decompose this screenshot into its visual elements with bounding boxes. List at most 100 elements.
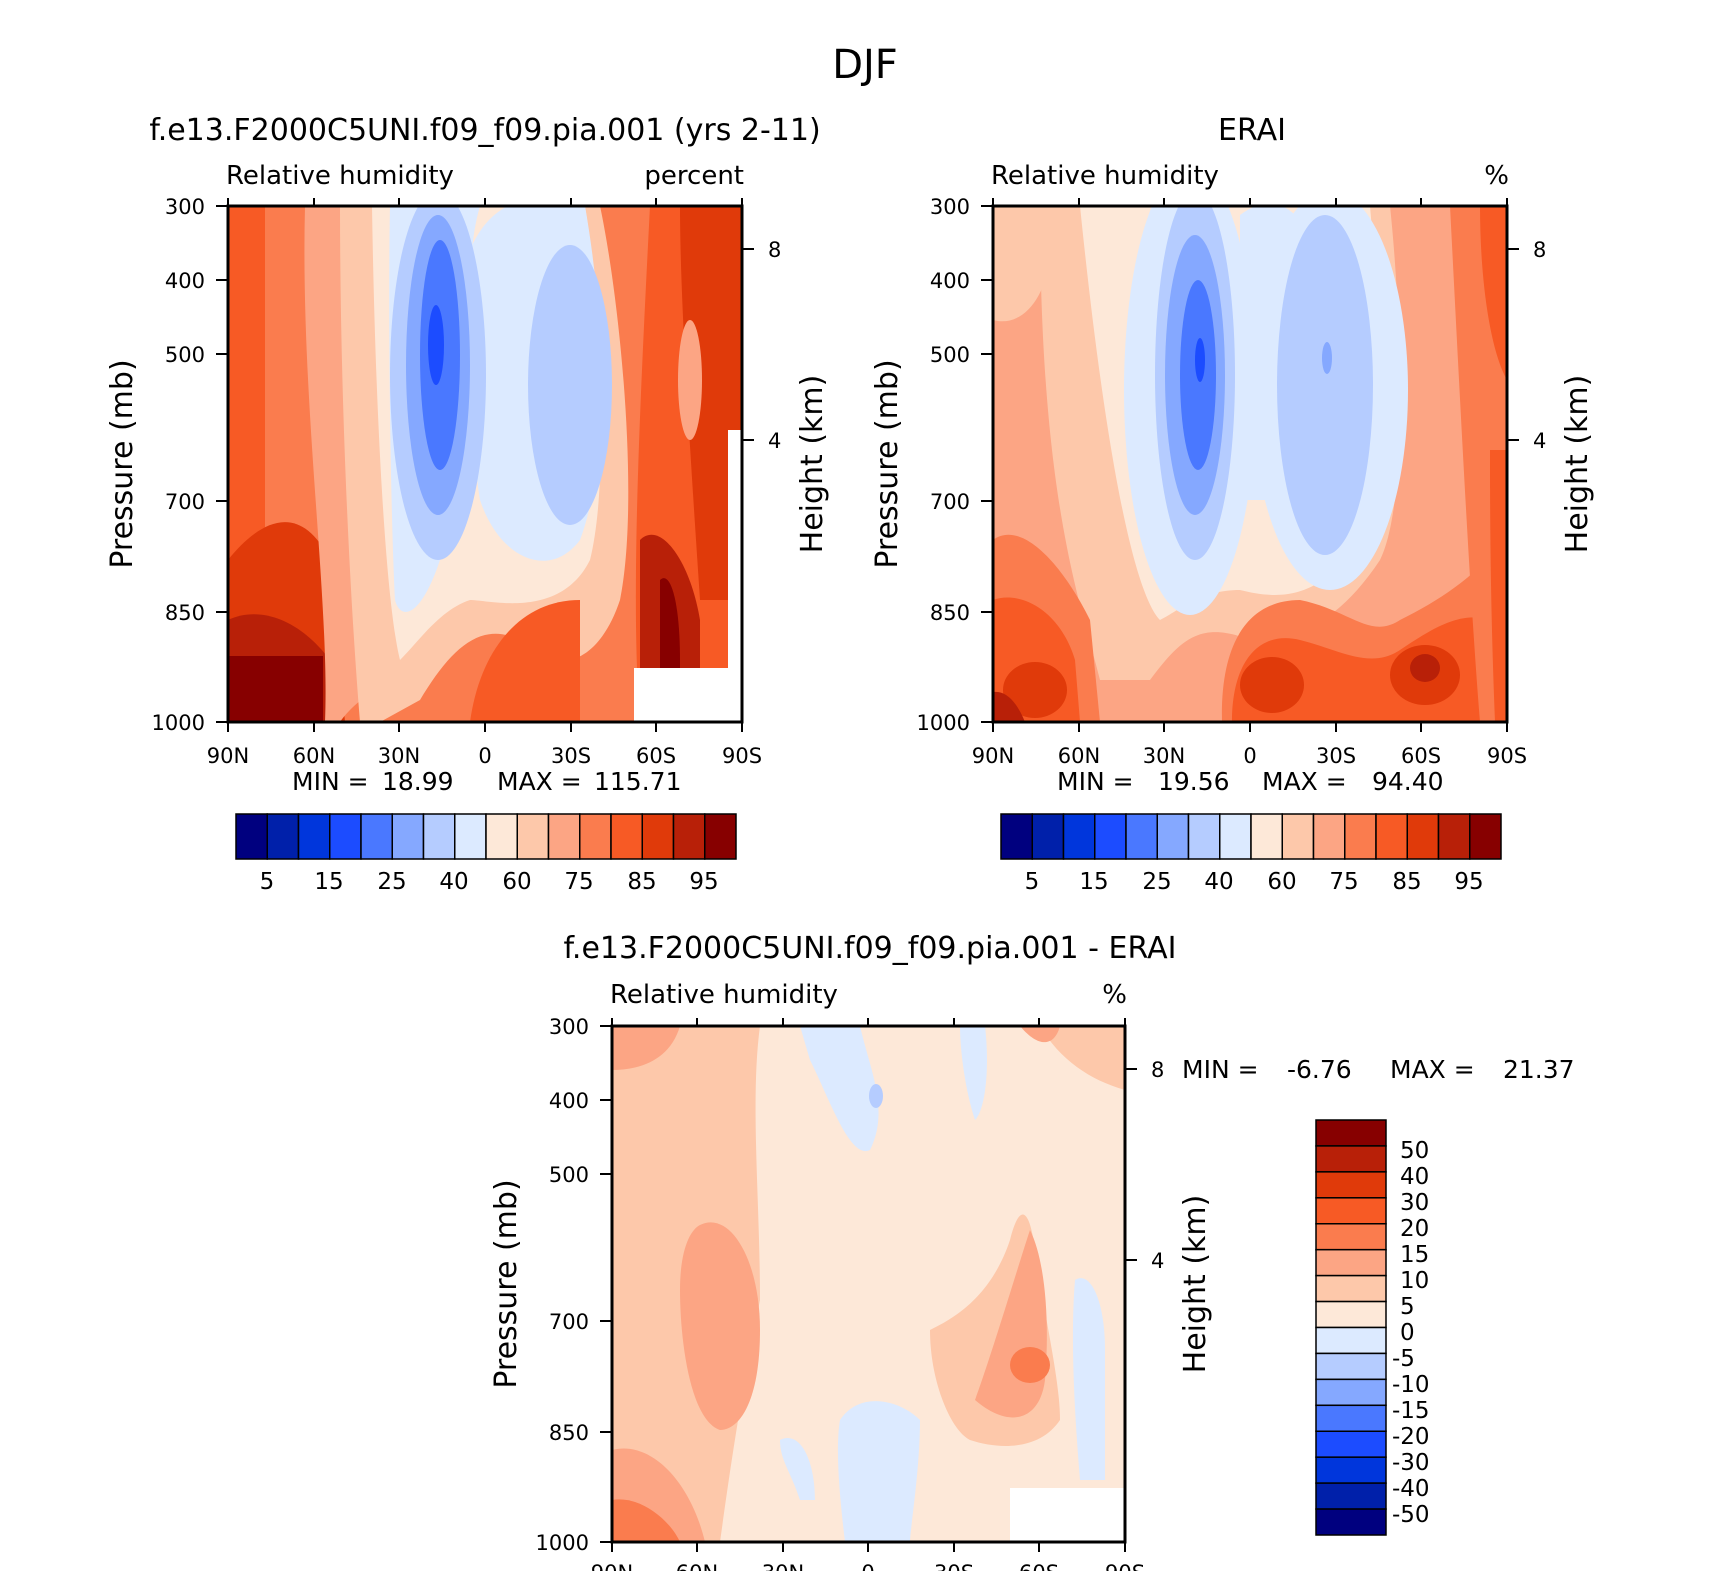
colorbar-label: 95 xyxy=(1454,869,1483,895)
contour-band xyxy=(612,1499,680,1542)
colorbar-label: 75 xyxy=(1329,869,1358,895)
min-value: 19.56 xyxy=(1158,767,1230,796)
colorbar-swatch xyxy=(454,813,487,860)
axis-ticks xyxy=(600,1018,1137,1552)
contour-band xyxy=(1010,1347,1050,1383)
colorbar-swatch xyxy=(1315,1300,1387,1329)
colorbar-label: -50 xyxy=(1392,1502,1430,1528)
colorbar-swatch xyxy=(1281,813,1315,860)
colorbar-label: 25 xyxy=(1142,869,1171,895)
max-label: MAX = xyxy=(1262,767,1347,796)
colorbar-swatch xyxy=(1315,1248,1387,1277)
panel-title: f.e13.F2000C5UNI.f09_f09.pia.001 (yrs 2-… xyxy=(149,113,820,148)
colorbar-swatch xyxy=(1315,1456,1387,1484)
colorbar-swatch xyxy=(329,813,362,860)
contour-band xyxy=(993,691,1025,722)
colorbar-swatch xyxy=(1156,813,1190,860)
x-tick-label: 60N xyxy=(676,1561,718,1571)
colorbar-labels: 5 15 25 40 60 75 85 95 xyxy=(260,869,719,895)
contour-band xyxy=(265,206,310,566)
x-tick-label: 60S xyxy=(636,744,676,768)
contour-band xyxy=(470,600,580,722)
y-tick-labels: 300 400 500 700 850 1000 xyxy=(536,1015,589,1555)
contour-band xyxy=(228,656,323,722)
colorbar-label: 20 xyxy=(1400,1216,1429,1242)
colorbar-swatch xyxy=(1250,813,1283,860)
colorbar-swatch xyxy=(1062,813,1096,860)
contour-field xyxy=(228,206,742,722)
colorbar-swatch xyxy=(579,813,612,860)
max-label: MAX = xyxy=(497,767,582,796)
x-tick-label: 90S xyxy=(1487,744,1527,768)
y-right-axis-label: Height (km) xyxy=(795,375,830,554)
y-axis-label: Pressure (mb) xyxy=(105,359,140,568)
colorbar-label: 5 xyxy=(260,869,275,895)
y-tick-label: 850 xyxy=(165,601,205,625)
contour-field xyxy=(993,206,1507,722)
y-right-axis-label: Height (km) xyxy=(1560,375,1595,554)
colorbar-swatch xyxy=(1344,813,1377,860)
contour-band xyxy=(1240,657,1304,713)
y-right-tick-labels: 8 4 xyxy=(1151,1058,1164,1273)
colorbar-swatch xyxy=(1469,813,1502,860)
y-right-tick-label: 8 xyxy=(1151,1058,1164,1082)
panel-title: ERAI xyxy=(1218,113,1286,148)
colorbar-labels: 50 40 30 20 15 10 5 0 -5 -10 -15 -20 -30… xyxy=(1392,1138,1430,1528)
min-max-readout: MIN = 18.99 MAX = 115.71 xyxy=(292,767,681,796)
colorbar-swatch xyxy=(1315,1430,1387,1458)
colorbar-swatch xyxy=(641,813,675,860)
colorbar-label: 95 xyxy=(689,869,718,895)
colorbar-swatch xyxy=(672,813,706,860)
colorbar-label: -15 xyxy=(1392,1398,1430,1424)
colorbar-swatch xyxy=(1315,1404,1387,1432)
colorbar-label: -20 xyxy=(1392,1424,1430,1450)
colorbar-swatch xyxy=(547,813,581,860)
colorbar-swatch xyxy=(1315,1119,1387,1147)
x-tick-label: 0 xyxy=(861,1561,874,1571)
panel-difference: f.e13.F2000C5UNI.f09_f09.pia.001 - ERAI … xyxy=(489,931,1575,1571)
min-label: MIN = xyxy=(1057,767,1134,796)
left-subtitle: Relative humidity xyxy=(610,980,838,1010)
y-tick-label: 500 xyxy=(930,343,970,367)
colorbar-label: 40 xyxy=(1400,1164,1429,1190)
colorbar-label: 60 xyxy=(502,869,531,895)
min-label: MIN = xyxy=(1182,1055,1259,1084)
colorbar-label: 60 xyxy=(1267,869,1296,895)
figure-title: DJF xyxy=(832,42,898,88)
contour-band xyxy=(837,1401,920,1542)
right-subtitle: percent xyxy=(644,161,744,191)
contour-band xyxy=(678,320,702,440)
contour-band xyxy=(680,206,742,600)
missing-data-mask xyxy=(728,430,742,670)
colorbar-swatch xyxy=(1315,1326,1387,1355)
colorbar-labels: 5 15 25 40 60 75 85 95 xyxy=(1025,869,1484,895)
contour-band xyxy=(612,1026,680,1070)
max-value: 21.37 xyxy=(1503,1055,1575,1084)
colorbar-swatch xyxy=(1437,813,1471,860)
colorbar xyxy=(235,813,737,860)
colorbar xyxy=(1315,1119,1387,1536)
panel-erai: ERAI Relative humidity % xyxy=(870,113,1595,895)
x-tick-label: 0 xyxy=(478,744,491,768)
colorbar-swatch xyxy=(1187,813,1221,860)
contour-band xyxy=(1410,654,1440,682)
axis-ticks xyxy=(216,198,754,732)
colorbar-label: 40 xyxy=(439,869,468,895)
contour-band xyxy=(1277,215,1373,555)
y-right-tick-label: 4 xyxy=(768,429,781,453)
y-tick-label: 500 xyxy=(549,1163,589,1187)
colorbar-swatch xyxy=(1312,813,1346,860)
contour-band xyxy=(1072,1278,1105,1480)
x-tick-label: 30N xyxy=(378,744,420,768)
colorbar-swatch xyxy=(1315,1223,1387,1251)
x-tick-label: 30S xyxy=(1316,744,1356,768)
contour-band xyxy=(1480,206,1507,380)
max-value: 115.71 xyxy=(594,767,681,796)
min-max-readout: MIN = 19.56 MAX = 94.40 xyxy=(1057,767,1444,796)
y-tick-label: 1000 xyxy=(917,711,970,735)
colorbar-label: 30 xyxy=(1400,1190,1429,1216)
y-tick-label: 700 xyxy=(549,1310,589,1334)
x-tick-label: 60S xyxy=(1401,744,1441,768)
max-label: MAX = xyxy=(1390,1055,1475,1084)
